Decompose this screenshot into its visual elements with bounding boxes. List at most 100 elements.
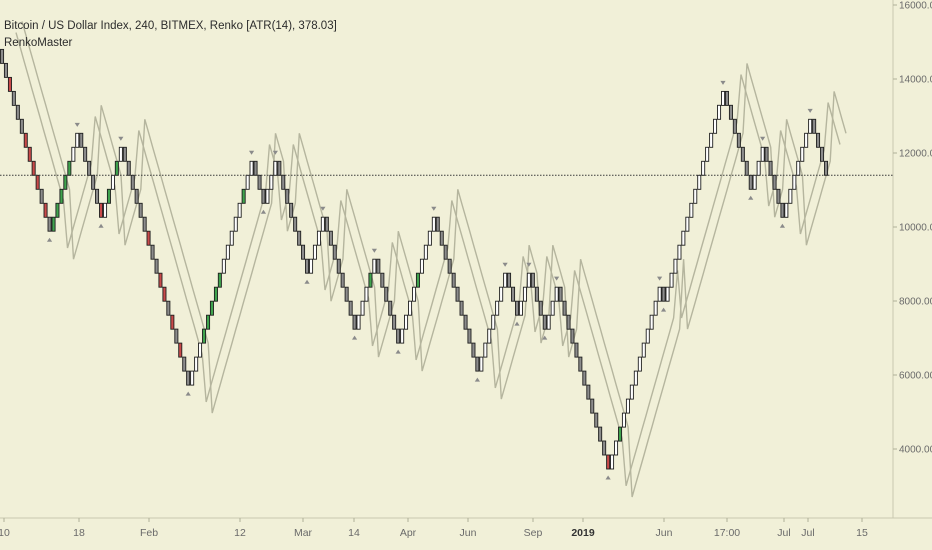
renko-brick-down bbox=[19, 118, 24, 134]
renko-brick-up bbox=[63, 174, 68, 190]
renko-brick-down bbox=[186, 370, 191, 386]
renko-brick-up bbox=[546, 314, 551, 330]
chart-legend: Bitcoin / US Dollar Index, 240, BITMEX, … bbox=[4, 18, 337, 52]
renko-brick-down bbox=[578, 356, 583, 372]
renko-brick-up bbox=[693, 188, 698, 204]
trough-marker bbox=[98, 223, 104, 228]
trough-marker bbox=[542, 335, 548, 340]
renko-brick-down bbox=[150, 244, 155, 260]
peak-marker bbox=[272, 150, 278, 155]
trough-marker bbox=[395, 349, 401, 354]
renko-brick-down bbox=[99, 202, 104, 218]
indicator-name: RenkoMaster bbox=[4, 37, 73, 49]
renko-brick-up bbox=[653, 300, 658, 316]
renko-brick-up bbox=[229, 230, 234, 246]
renko-brick-up bbox=[669, 272, 674, 288]
renko-brick-down bbox=[328, 230, 333, 246]
renko-brick-up bbox=[431, 216, 436, 232]
y-tick-label: 4000.00 bbox=[899, 445, 932, 456]
x-tick-label: Apr bbox=[400, 527, 417, 539]
renko-brick-up bbox=[265, 188, 270, 204]
renko-brick-down bbox=[7, 76, 12, 92]
renko-brick-down bbox=[582, 370, 587, 386]
x-tick-label: Jul bbox=[801, 527, 814, 539]
renko-brick-down bbox=[277, 160, 282, 176]
renko-brick-up bbox=[269, 174, 274, 190]
x-tick-label: Mar bbox=[294, 527, 313, 539]
renko-brick-up bbox=[309, 258, 314, 274]
renko-brick-down bbox=[598, 426, 603, 442]
renko-brick-down bbox=[515, 300, 520, 316]
renko-brick-down bbox=[146, 230, 151, 246]
renko-brick-down bbox=[297, 230, 302, 246]
renko-brick-down bbox=[142, 216, 147, 232]
renko-brick-up bbox=[59, 188, 64, 204]
renko-brick-up bbox=[689, 202, 694, 218]
renko-brick-down bbox=[352, 314, 357, 330]
x-tick-label: 15 bbox=[856, 527, 868, 539]
trough-marker bbox=[185, 391, 191, 396]
renko-brick-up bbox=[364, 286, 369, 302]
renko-brick-up bbox=[202, 328, 207, 344]
renko-brick-down bbox=[87, 160, 92, 176]
trough-marker bbox=[351, 335, 358, 340]
renko-brick-down bbox=[134, 188, 139, 204]
renko-brick-up bbox=[206, 314, 211, 330]
renko-brick-up bbox=[320, 216, 325, 232]
renko-brick-down bbox=[23, 132, 28, 148]
trough-marker bbox=[605, 475, 611, 480]
renko-brick-up bbox=[400, 328, 405, 344]
renko-brick-down bbox=[0, 48, 5, 64]
renko-brick-down bbox=[138, 202, 143, 218]
renko-brick-down bbox=[570, 328, 575, 344]
trough-marker bbox=[514, 321, 520, 326]
renko-brick-down bbox=[661, 286, 666, 302]
x-tick-label: 10 bbox=[0, 527, 10, 539]
renko-brick-down bbox=[39, 188, 44, 204]
renko-brick-down bbox=[467, 328, 472, 344]
renko-brick-up bbox=[114, 160, 119, 176]
renko-brick-up bbox=[408, 300, 413, 316]
renko-brick-down bbox=[780, 202, 785, 218]
renko-brick-up bbox=[423, 244, 428, 260]
renko-brick-down bbox=[455, 286, 460, 302]
renko-brick-up bbox=[681, 230, 686, 246]
renko-brick-up bbox=[495, 300, 500, 316]
renko-bricks bbox=[0, 48, 829, 470]
renko-brick-down bbox=[824, 160, 829, 176]
renko-brick-down bbox=[166, 300, 171, 316]
renko-brick-up bbox=[233, 216, 238, 232]
renko-brick-up bbox=[427, 230, 432, 246]
renko-brick-up bbox=[487, 328, 492, 344]
peak-marker bbox=[502, 262, 508, 267]
renko-brick-up bbox=[641, 342, 646, 358]
renko-brick-up bbox=[621, 412, 626, 428]
renko-brick-up bbox=[709, 132, 714, 148]
renko-brick-up bbox=[673, 258, 678, 274]
y-tick-label: 14000.00 bbox=[899, 75, 932, 86]
renko-brick-down bbox=[174, 328, 179, 344]
renko-brick-up bbox=[657, 286, 662, 302]
renko-brick-up bbox=[419, 258, 424, 274]
renko-brick-down bbox=[289, 202, 294, 218]
reversal-markers bbox=[46, 80, 813, 480]
renko-brick-down bbox=[776, 188, 781, 204]
renko-brick-up bbox=[249, 160, 254, 176]
renko-brick-down bbox=[447, 258, 452, 274]
renko-brick-down bbox=[170, 314, 175, 330]
renko-brick-down bbox=[732, 118, 737, 134]
peak-marker bbox=[320, 206, 326, 211]
renko-brick-up bbox=[479, 356, 484, 372]
renko-brick-down bbox=[443, 244, 448, 260]
renko-brick-down bbox=[566, 314, 571, 330]
peak-marker bbox=[118, 136, 124, 141]
renko-brick-up bbox=[241, 188, 246, 204]
renko-brick-up bbox=[721, 90, 726, 106]
renko-brick-up bbox=[213, 286, 218, 302]
renko-brick-up bbox=[784, 202, 789, 218]
renko-brick-up bbox=[665, 286, 670, 302]
renko-brick-down bbox=[281, 174, 286, 190]
renko-brick-up bbox=[75, 132, 80, 148]
renko-brick-down bbox=[348, 300, 353, 316]
